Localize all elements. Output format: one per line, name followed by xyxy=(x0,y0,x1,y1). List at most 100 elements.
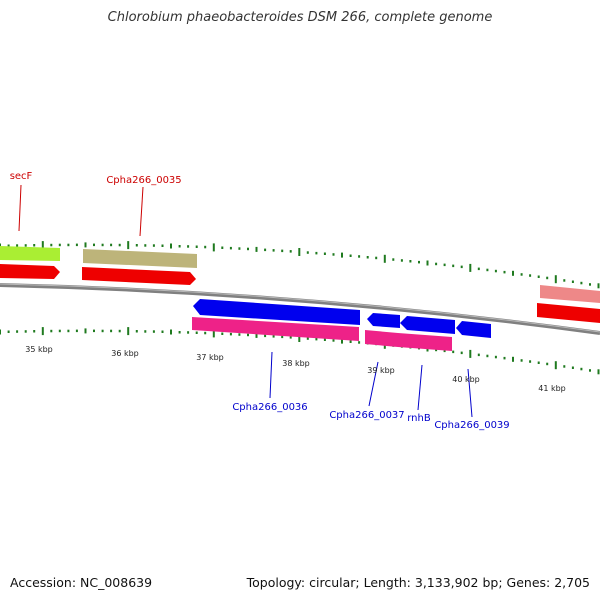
cds-cpha266-0036[interactable] xyxy=(193,299,360,325)
outer-tick xyxy=(110,243,113,247)
inner-tick xyxy=(477,353,480,357)
gene-cpha266-0037[interactable] xyxy=(365,330,398,347)
inner-tick xyxy=(486,354,489,358)
inner-tick xyxy=(571,366,574,369)
outer-tick xyxy=(418,260,420,264)
gene-right-forward[interactable] xyxy=(540,285,600,303)
outer-tick xyxy=(264,248,267,252)
cds-right-forward[interactable] xyxy=(537,303,600,323)
outer-tick xyxy=(170,243,172,249)
cds-cpha266-0037[interactable] xyxy=(367,313,400,328)
inner-tick xyxy=(503,356,506,360)
inner-tick xyxy=(264,334,267,338)
outer-tick xyxy=(452,264,455,268)
gene-secF[interactable] xyxy=(0,246,60,261)
outer-tick xyxy=(16,244,19,247)
inner-tick xyxy=(33,330,36,333)
inner-tick xyxy=(144,330,147,333)
inner-tick xyxy=(349,340,352,343)
inner-tick xyxy=(212,329,215,338)
inner-tick xyxy=(101,329,104,333)
inner-tick xyxy=(221,332,224,335)
cds-rnhB[interactable] xyxy=(400,316,455,334)
label-cpha266-0039: Cpha266_0039 xyxy=(434,420,509,431)
outer-tick xyxy=(306,251,309,254)
inner-tick xyxy=(41,327,44,336)
leader-rnhB xyxy=(417,364,423,411)
kbp-label: 40 kbp xyxy=(452,375,480,384)
inner-tick xyxy=(16,330,19,333)
inner-tick xyxy=(289,336,292,339)
outer-tick xyxy=(597,283,600,289)
outer-tick xyxy=(195,245,198,248)
inner-tick xyxy=(195,331,198,334)
label-rnhB: rnhB xyxy=(407,413,431,424)
inner-tick xyxy=(110,329,113,333)
inner-tick xyxy=(204,331,207,335)
leader-cpha266-0039 xyxy=(467,368,473,418)
outer-tick xyxy=(58,243,61,247)
outer-tick xyxy=(460,265,463,269)
outer-tick xyxy=(477,267,480,271)
inner-tick xyxy=(229,332,232,336)
outer-tick xyxy=(529,274,532,277)
outer-tick xyxy=(135,244,138,247)
inner-tick xyxy=(358,341,361,344)
outer-tick xyxy=(0,243,1,249)
inner-tick xyxy=(238,333,241,336)
inner-tick xyxy=(93,329,95,333)
inner-tick xyxy=(512,356,514,362)
outer-tick xyxy=(383,254,386,263)
outer-tick xyxy=(400,259,403,262)
topology-text: Topology: circular; Length: 3,133,902 bp… xyxy=(246,575,590,590)
outer-tick xyxy=(571,280,574,283)
inner-tick xyxy=(298,334,301,342)
outer-tick xyxy=(392,258,395,261)
genome-backbone-highlight xyxy=(0,283,600,333)
inner-tick xyxy=(435,348,438,352)
inner-tick xyxy=(580,367,583,371)
gene-cpha266-0035[interactable] xyxy=(83,249,197,268)
outer-tick xyxy=(187,245,190,248)
inner-tick xyxy=(50,329,53,333)
outer-tick xyxy=(7,244,10,247)
outer-tick xyxy=(332,253,335,256)
cds-cpha266-0035[interactable] xyxy=(82,267,196,285)
kbp-label: 35 kbp xyxy=(25,345,53,354)
gene-rnhB[interactable] xyxy=(398,333,452,351)
inner-tick xyxy=(469,349,472,358)
inner-tick xyxy=(597,369,600,375)
outer-tick xyxy=(375,256,378,260)
inner-tick xyxy=(443,349,446,353)
gene-cpha266-0036[interactable] xyxy=(192,317,359,341)
outer-tick xyxy=(512,270,514,276)
outer-tick xyxy=(435,262,438,266)
outer-tick xyxy=(255,246,258,252)
inner-tick xyxy=(84,328,87,334)
label-cpha266-0037: Cpha266_0037 xyxy=(329,410,404,421)
outer-tick xyxy=(366,256,369,259)
inner-tick xyxy=(0,329,1,335)
leader-secF xyxy=(18,184,22,232)
outer-tick xyxy=(178,245,181,248)
cds-cpha266-0039[interactable] xyxy=(456,321,491,338)
outer-tick xyxy=(161,244,164,247)
outer-tick xyxy=(144,244,147,247)
outer-tick xyxy=(546,276,549,280)
outer-tick xyxy=(426,260,429,266)
cds-secF[interactable] xyxy=(0,264,60,279)
outer-tick xyxy=(75,243,78,247)
inner-tick xyxy=(546,362,549,366)
outer-tick xyxy=(229,246,232,250)
outer-tick xyxy=(152,244,155,247)
inner-tick xyxy=(178,331,181,334)
inner-tick xyxy=(187,331,190,334)
inner-tick xyxy=(58,329,61,333)
genome-backbone xyxy=(0,283,600,335)
outer-tick xyxy=(494,269,497,273)
leader-cpha266-0035 xyxy=(139,186,144,237)
inner-tick xyxy=(341,338,343,344)
inner-tick xyxy=(152,330,155,333)
inner-tick xyxy=(323,338,326,341)
